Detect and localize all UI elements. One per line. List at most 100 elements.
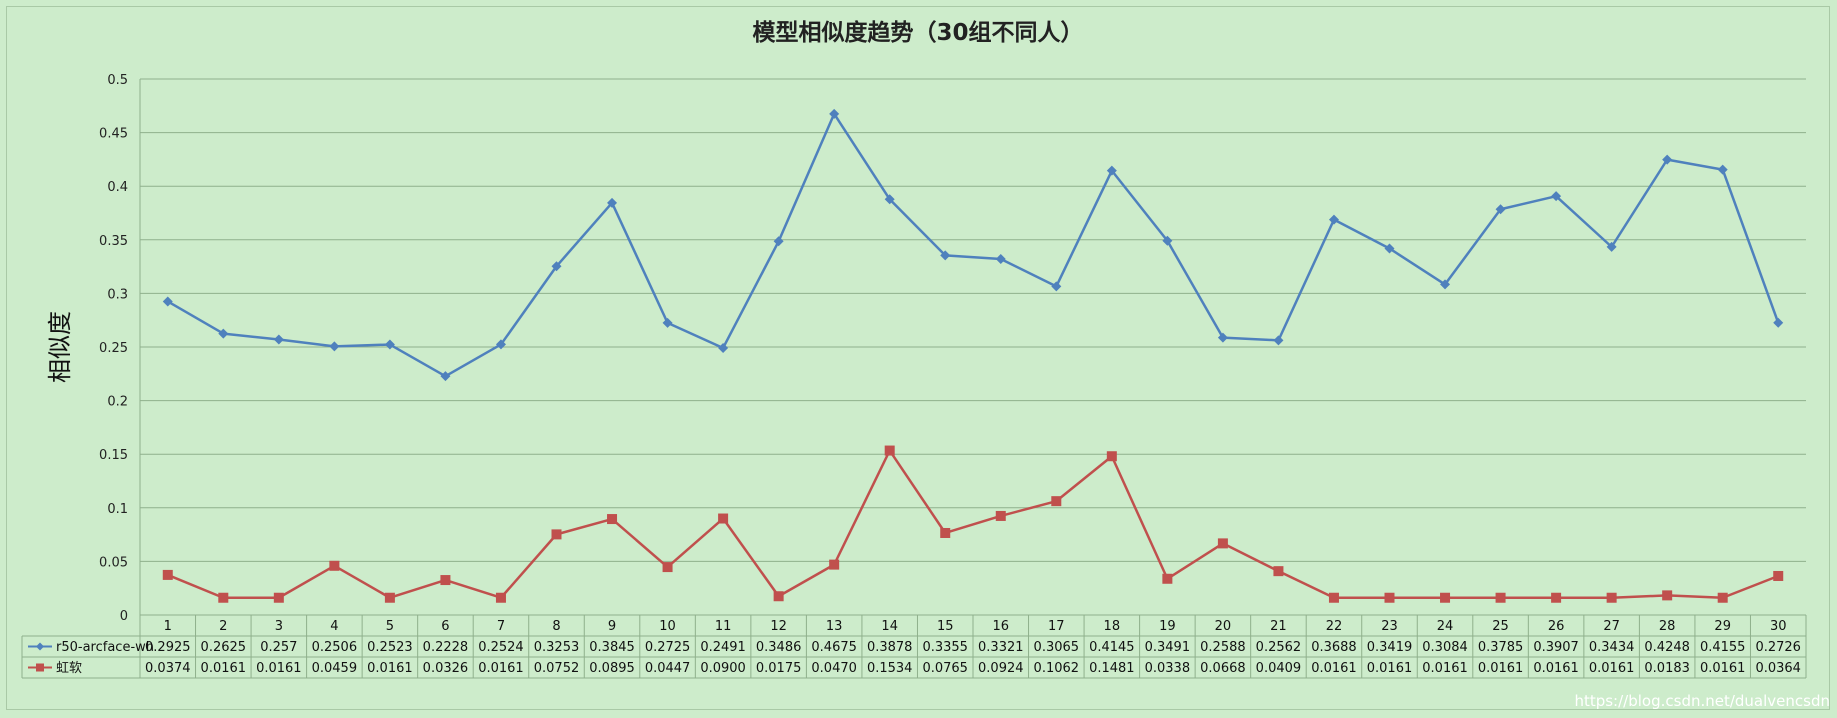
- x-tick-label: 19: [1159, 619, 1176, 634]
- table-cell: 0.2491: [700, 640, 746, 655]
- table-cell: 0.257: [260, 640, 297, 655]
- y-tick-label: 0.1: [107, 502, 128, 517]
- data-point: [1551, 191, 1562, 202]
- data-point: [1773, 317, 1784, 328]
- table-cell: 0.0161: [1311, 661, 1357, 676]
- chart-title: 模型相似度趋势（30组不同人）: [752, 19, 1083, 46]
- data-point: [218, 328, 229, 339]
- table-cell: 0.3907: [1533, 640, 1579, 655]
- table-cell: 0.0470: [811, 661, 857, 676]
- y-tick-label: 0.45: [99, 127, 128, 142]
- table-cell: 0.0765: [922, 661, 968, 676]
- data-point: [718, 513, 729, 524]
- data-point: [162, 296, 173, 307]
- data-point: [662, 562, 673, 573]
- x-tick-label: 9: [608, 619, 616, 634]
- table-cell: 0.0161: [1422, 661, 1468, 676]
- table-cell: 0.0459: [312, 661, 358, 676]
- data-point: [273, 334, 284, 345]
- table-cell: 0.1062: [1034, 661, 1080, 676]
- data-point: [1162, 573, 1173, 584]
- table-cell: 0.3084: [1422, 640, 1468, 655]
- data-point: [884, 194, 895, 205]
- data-point: [1384, 243, 1395, 254]
- data-point: [829, 559, 840, 570]
- x-tick-label: 12: [770, 619, 787, 634]
- data-point: [1384, 592, 1395, 603]
- data-point: [1328, 214, 1339, 225]
- x-tick-label: 21: [1270, 619, 1287, 634]
- data-point: [495, 592, 506, 603]
- table-cell: 0.0338: [1145, 661, 1191, 676]
- table-cell: 0.0364: [1755, 661, 1801, 676]
- table-cell: 0.0161: [1533, 661, 1579, 676]
- table-cell: 0.0409: [1256, 661, 1302, 676]
- data-point: [607, 197, 618, 208]
- x-tick-label: 5: [386, 619, 394, 634]
- table-cell: 0.0326: [423, 661, 469, 676]
- table-cell: 0.0447: [645, 661, 691, 676]
- data-point: [829, 108, 840, 119]
- legend-label: 虹软: [56, 661, 82, 676]
- y-tick-label: 0.25: [99, 341, 128, 356]
- data-point: [940, 527, 951, 538]
- table-cell: 0.2523: [367, 640, 413, 655]
- table-cell: 0.3785: [1478, 640, 1524, 655]
- data-point: [384, 592, 395, 603]
- data-point: [1717, 164, 1728, 175]
- table-cell: 0.3065: [1034, 640, 1080, 655]
- x-tick-label: 22: [1326, 619, 1343, 634]
- x-tick-label: 29: [1714, 619, 1731, 634]
- data-point: [773, 236, 784, 247]
- x-tick-label: 16: [992, 619, 1009, 634]
- data-point: [1273, 566, 1284, 577]
- table-cell: 0.1534: [867, 661, 913, 676]
- x-tick-label: 2: [219, 619, 227, 634]
- x-tick-label: 26: [1548, 619, 1565, 634]
- table-cell: 0.2625: [201, 640, 247, 655]
- data-point: [1773, 570, 1784, 581]
- x-tick-label: 3: [275, 619, 283, 634]
- data-point: [662, 317, 673, 328]
- table-cell: 0.0161: [256, 661, 302, 676]
- data-point: [1217, 332, 1228, 343]
- table-cell: 0.0175: [756, 661, 802, 676]
- legend-key-marker: [36, 642, 44, 651]
- x-tick-label: 8: [552, 619, 560, 634]
- legend-key-marker: [36, 663, 44, 672]
- data-point: [1606, 592, 1617, 603]
- data-point: [1662, 590, 1673, 601]
- table-cell: 0.4155: [1700, 640, 1746, 655]
- table-cell: 0.3491: [1145, 640, 1191, 655]
- data-point: [1106, 165, 1117, 176]
- table-cell: 0.3486: [756, 640, 802, 655]
- x-tick-label: 28: [1659, 619, 1676, 634]
- y-tick-label: 0.3: [107, 287, 128, 302]
- table-cell: 0.2726: [1755, 640, 1801, 655]
- table-cell: 0.1481: [1089, 661, 1135, 676]
- table-cell: 0.2925: [145, 640, 191, 655]
- data-point: [1106, 451, 1117, 462]
- y-tick-label: 0.5: [107, 73, 128, 88]
- data-point: [995, 510, 1006, 521]
- data-point: [1495, 204, 1506, 215]
- data-point: [329, 341, 340, 352]
- table-cell: 0.4145: [1089, 640, 1135, 655]
- table-cell: 0.0374: [145, 661, 191, 676]
- x-tick-label: 23: [1381, 619, 1398, 634]
- table-cell: 0.0924: [978, 661, 1024, 676]
- data-point: [329, 560, 340, 571]
- data-point: [273, 592, 284, 603]
- x-tick-label: 20: [1215, 619, 1232, 634]
- table-cell: 0.2506: [312, 640, 358, 655]
- x-tick-label: 4: [330, 619, 338, 634]
- data-point: [718, 342, 729, 353]
- table-cell: 0.2228: [423, 640, 469, 655]
- watermark-text: https://blog.csdn.net/dualvencsdn: [1574, 692, 1830, 710]
- x-tick-label: 11: [715, 619, 732, 634]
- data-point: [218, 592, 229, 603]
- data-point: [551, 261, 562, 272]
- table-cell: 0.3355: [922, 640, 968, 655]
